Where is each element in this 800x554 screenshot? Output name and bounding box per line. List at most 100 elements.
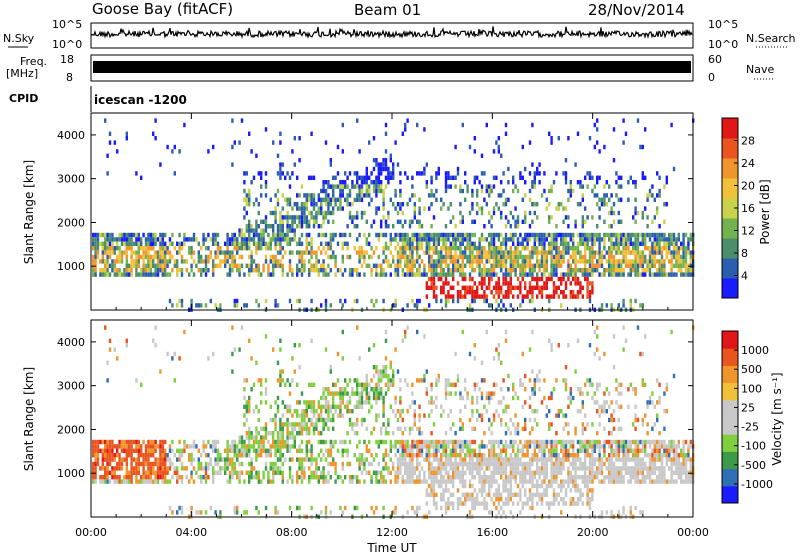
power-cell	[248, 268, 251, 273]
power-cell	[644, 206, 647, 211]
power-cell	[363, 180, 366, 185]
power-cell	[464, 285, 467, 290]
power-cell	[233, 298, 236, 304]
velocity-cell	[281, 400, 284, 405]
power-cell	[399, 263, 402, 268]
power-cell	[423, 268, 426, 273]
velocity-cell	[387, 470, 390, 475]
power-cell	[204, 237, 208, 242]
power-cell	[442, 259, 445, 264]
power-cell	[255, 263, 258, 268]
velocity-cell	[492, 439, 496, 445]
velocity-cell	[440, 505, 443, 511]
velocity-cell	[497, 488, 500, 493]
power-cell	[255, 197, 258, 202]
power-cell	[382, 193, 385, 198]
velocity-cell	[416, 461, 419, 467]
velocity-cell	[464, 439, 467, 445]
power-cell	[375, 193, 378, 198]
power-cell	[346, 197, 349, 202]
power-cell	[603, 144, 606, 150]
power-cell	[248, 224, 251, 229]
velocity-cell	[500, 457, 503, 462]
power-cell	[459, 290, 462, 295]
power-colorbar-swatch	[722, 118, 738, 139]
velocity-cell	[113, 453, 116, 458]
velocity-cell	[483, 461, 486, 467]
power-cell	[536, 246, 539, 251]
power-cell	[192, 237, 196, 242]
power-cell	[276, 197, 280, 202]
velocity-cell	[231, 439, 234, 445]
velocity-cell	[440, 413, 443, 418]
velocity-cell	[531, 329, 534, 335]
power-cell	[344, 197, 347, 202]
power-cell	[545, 276, 548, 282]
velocity-cell	[317, 479, 320, 484]
velocity-cell	[106, 475, 109, 480]
power-cell	[526, 241, 529, 246]
power-cell	[560, 276, 563, 282]
power-cell	[370, 268, 373, 273]
power-cell	[322, 272, 325, 277]
power-cell	[521, 259, 524, 264]
power-cell	[581, 197, 584, 202]
velocity-cell	[406, 470, 409, 475]
velocity-cell	[188, 453, 191, 458]
power-cell	[300, 259, 304, 264]
velocity-cell	[428, 444, 431, 449]
power-cell	[257, 241, 260, 246]
power-cell	[591, 263, 594, 268]
velocity-cell	[320, 439, 323, 445]
power-cell	[332, 188, 335, 194]
velocity-cell	[315, 457, 318, 462]
velocity-cell	[473, 343, 476, 348]
velocity-cell	[346, 448, 349, 453]
power-cell	[531, 285, 534, 290]
power-cell	[495, 290, 498, 295]
power-cell	[651, 250, 654, 255]
velocity-cell	[444, 479, 448, 484]
velocity-cell	[442, 488, 445, 493]
power-cell	[473, 149, 476, 154]
velocity-cell	[108, 453, 112, 458]
velocity-cell	[101, 466, 104, 471]
power-cell	[264, 215, 268, 220]
velocity-cell	[341, 387, 344, 392]
power-cell	[622, 298, 625, 304]
power-cell	[418, 298, 421, 304]
power-cell	[646, 232, 649, 238]
power-cell	[276, 228, 280, 233]
velocity-cell	[466, 391, 469, 396]
power-cell	[519, 268, 522, 273]
power-cell	[380, 219, 383, 224]
velocity-cell	[521, 453, 524, 458]
power-cell	[252, 268, 256, 273]
power-cell	[346, 246, 349, 251]
power-cell	[624, 241, 628, 246]
power-cell	[440, 259, 443, 264]
velocity-cell	[312, 475, 316, 480]
velocity-cell	[480, 457, 484, 462]
power-cell	[113, 250, 116, 255]
power-cell	[128, 237, 131, 242]
power-cell	[404, 171, 407, 176]
power-cell	[149, 254, 152, 260]
velocity-cell	[111, 470, 114, 475]
power-cell	[416, 259, 419, 264]
power-cell	[260, 193, 263, 198]
power-cell	[495, 259, 498, 264]
power-cell	[300, 232, 304, 238]
velocity-cell	[264, 378, 268, 383]
power-cell	[159, 259, 162, 264]
power-cell	[296, 224, 299, 229]
velocity-cell	[449, 475, 452, 480]
power-cell	[478, 281, 481, 286]
power-cell	[384, 184, 388, 189]
velocity-cell	[113, 347, 116, 352]
power-cell	[464, 180, 467, 185]
power-cell	[178, 298, 181, 304]
power-cell	[384, 224, 388, 229]
velocity-cell	[135, 448, 138, 453]
velocity-cell	[288, 505, 292, 511]
